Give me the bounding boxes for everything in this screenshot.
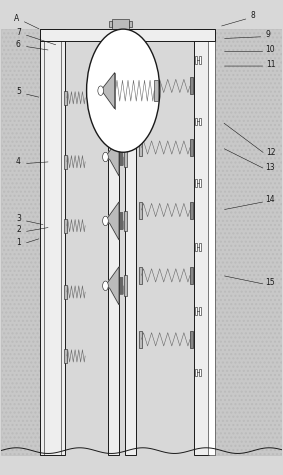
Bar [190, 267, 193, 284]
Bar [199, 243, 201, 251]
Bar [195, 179, 197, 187]
Text: 12: 12 [266, 148, 275, 157]
Bar [108, 29, 119, 456]
Text: 8: 8 [250, 11, 255, 20]
Bar [112, 19, 129, 29]
Bar [64, 155, 67, 169]
Bar [194, 29, 209, 456]
Circle shape [103, 281, 108, 291]
Bar [1, 29, 49, 456]
Polygon shape [106, 138, 119, 176]
Bar [139, 77, 142, 95]
Text: 1: 1 [16, 238, 21, 247]
Text: 9: 9 [266, 30, 271, 39]
Bar [64, 285, 67, 299]
Text: 10: 10 [266, 45, 275, 54]
Bar [124, 210, 127, 231]
Circle shape [87, 29, 160, 152]
Polygon shape [106, 202, 119, 240]
Polygon shape [101, 73, 115, 109]
Bar [190, 331, 193, 348]
Circle shape [103, 216, 108, 226]
Bar [125, 29, 136, 456]
Bar [64, 218, 67, 233]
Text: 3: 3 [16, 214, 21, 223]
Bar [139, 267, 142, 284]
Bar [124, 147, 127, 167]
Bar [40, 29, 65, 456]
Bar [129, 21, 132, 27]
Text: 7: 7 [16, 28, 21, 37]
Bar [199, 179, 201, 187]
Bar [199, 369, 201, 376]
Circle shape [98, 86, 104, 95]
Bar [40, 29, 215, 41]
Text: 14: 14 [266, 195, 275, 204]
Text: 4: 4 [16, 157, 21, 166]
Bar [154, 80, 158, 101]
Bar [139, 331, 142, 348]
Bar [109, 21, 112, 27]
Circle shape [103, 152, 108, 162]
Text: 6: 6 [16, 40, 21, 49]
Bar [195, 307, 197, 315]
Bar [195, 56, 197, 64]
Text: 13: 13 [266, 163, 275, 172]
Bar [64, 91, 67, 105]
Bar [190, 201, 193, 219]
Bar [64, 349, 67, 363]
Bar [199, 118, 201, 125]
Bar [139, 139, 142, 156]
Bar [124, 276, 127, 296]
Bar [195, 118, 197, 125]
Bar [190, 139, 193, 156]
Bar [215, 29, 282, 456]
Text: 2: 2 [16, 226, 21, 235]
Bar [208, 29, 215, 456]
Bar [199, 307, 201, 315]
Bar [195, 243, 197, 251]
Text: 5: 5 [16, 87, 21, 96]
Text: A: A [14, 14, 19, 23]
Polygon shape [106, 267, 119, 305]
Bar [199, 56, 201, 64]
Bar [139, 201, 142, 219]
Text: 15: 15 [266, 278, 275, 287]
Text: 11: 11 [266, 60, 275, 69]
Bar [195, 369, 197, 376]
Bar [190, 77, 193, 95]
